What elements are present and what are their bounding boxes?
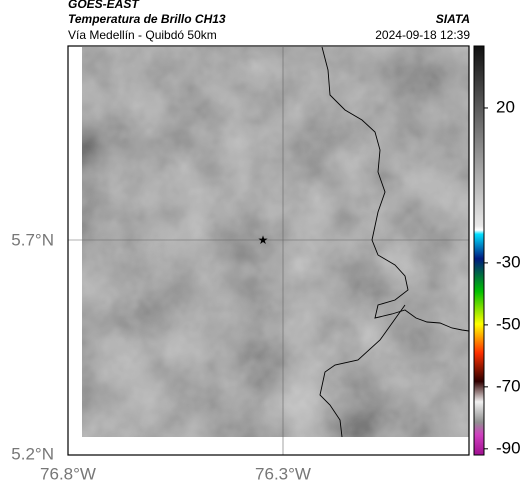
product-title: Temperatura de Brillo CH13 [68,12,226,26]
colorbar-tick-label: -30 [496,252,521,271]
border-line [319,46,470,438]
cloud-texture [82,47,469,437]
satellite-name: GOES-EAST [68,0,140,11]
colorbar-tick-label: -50 [496,314,521,333]
colorbar-tick-label: -90 [496,438,521,457]
colorbar-tick-label: -70 [496,376,521,395]
lon-label: 76.3°W [255,464,311,483]
location-marker: ★ [258,233,269,247]
timestamp: 2024-09-18 12:39 [375,28,470,42]
colorbar [473,45,485,456]
lat-label: 5.2°N [11,444,54,463]
source-label: SIATA [436,12,470,26]
lat-label: 5.7°N [11,230,54,249]
colorbar-tick-label: 20 [496,97,515,116]
map-frame [67,45,470,456]
lon-label: 76.8°W [40,464,96,483]
route-label: Vía Medellín - Quibdó 50km [68,28,217,42]
